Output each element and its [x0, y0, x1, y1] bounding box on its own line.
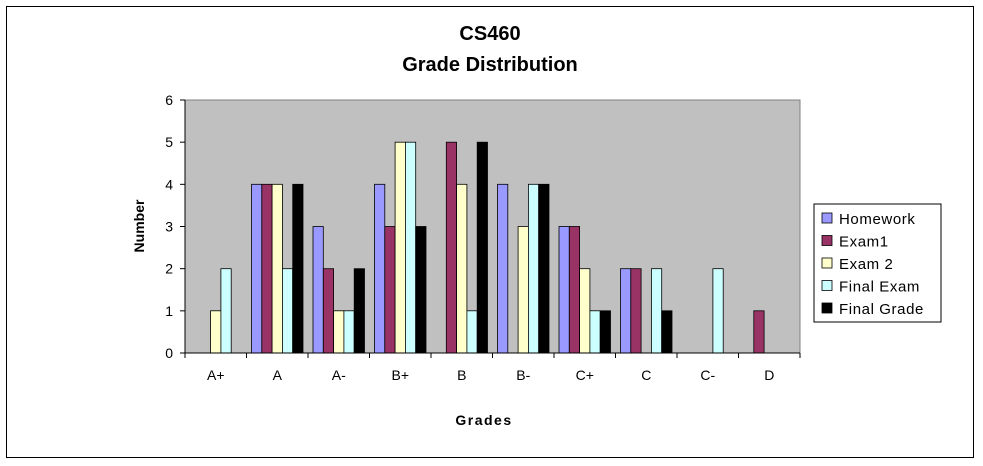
- bar-homework-c: [620, 268, 632, 354]
- bar-exam1-a: [261, 183, 273, 354]
- legend-swatch-final-exam: [821, 280, 833, 291]
- legend-label: Final Exam: [839, 279, 920, 296]
- bar-exam-2-a: [271, 183, 283, 354]
- bar-final-exam-b: [466, 310, 478, 354]
- y-tick-label: 5: [165, 134, 173, 150]
- bar-homework-a: [251, 183, 263, 354]
- bar-homework-bplus: [374, 183, 386, 354]
- bar-final-grade-bminus: [538, 183, 550, 354]
- bar-exam-2-bplus: [394, 141, 406, 354]
- x-tick-label: A+: [207, 367, 225, 383]
- legend-box: [813, 203, 942, 323]
- legend-label: Exam1: [839, 234, 889, 251]
- bar-final-grade-cplus: [599, 310, 611, 354]
- bar-final-grade-a: [292, 183, 304, 354]
- bar-final-grade-bplus: [415, 226, 427, 354]
- bar-exam-2-cplus: [579, 268, 591, 354]
- bar-final-exam-aminus: [343, 310, 355, 354]
- bar-final-exam-a: [281, 268, 294, 354]
- x-tick-label: B: [457, 367, 466, 383]
- legend-label: Final Grade: [839, 301, 924, 318]
- legend-label: Homework: [839, 211, 915, 228]
- bar-exam1-c: [630, 268, 642, 354]
- x-tick-label: D: [764, 367, 774, 383]
- y-tick-label: 0: [165, 345, 173, 361]
- bar-exam-2-aminus: [333, 310, 345, 354]
- bar-exam-2-bminus: [517, 226, 529, 354]
- chart-title-line-2: Grade Distribution: [402, 54, 578, 76]
- bar-final-exam-cminus: [712, 268, 724, 354]
- bar-final-exam-c: [651, 268, 663, 354]
- bar-homework-aminus: [312, 226, 324, 354]
- bar-final-exam-cplus: [589, 310, 601, 354]
- bar-homework-cplus: [558, 226, 570, 354]
- bar-exam1-aminus: [322, 268, 334, 354]
- y-tick-label: 4: [165, 176, 173, 192]
- y-tick-label: 2: [165, 261, 173, 277]
- legend: Homework Exam1 Exam 2 Final Exam Final Grade: [821, 211, 924, 318]
- bar-homework-bminus: [497, 183, 509, 354]
- bar-exam1-b: [445, 141, 457, 354]
- y-tick-label: 1: [165, 303, 173, 319]
- bar-exam1-d: [753, 310, 765, 354]
- bar-final-exam-bplus: [404, 141, 417, 354]
- bar-final-grade-b: [476, 141, 488, 354]
- bar-final-exam-aplus: [220, 268, 232, 354]
- x-tick-label: A-: [332, 367, 346, 383]
- bar-exam1-bplus: [384, 226, 396, 354]
- y-tick-label: 3: [165, 219, 173, 235]
- chart-title-line-1: CS460: [459, 23, 520, 45]
- axes-group: 0 1 2 3 4 5 6 A+ A A- B+ B B- C+ C C- D: [165, 92, 801, 383]
- bar-exam-2-aplus: [210, 310, 222, 354]
- legend-swatch-homework: [821, 212, 833, 224]
- x-tick-label: B+: [391, 367, 409, 383]
- legend-swatch-exam-2: [821, 257, 833, 269]
- x-axis-label: Grades: [455, 412, 512, 428]
- legend-label: Exam 2: [839, 256, 893, 273]
- bar-exam1-cplus: [568, 226, 580, 354]
- y-axis-label: Number: [131, 199, 147, 252]
- bar-final-grade-aminus: [353, 268, 365, 354]
- bar-final-grade-c: [661, 310, 673, 354]
- x-tick-label: A: [273, 367, 283, 383]
- legend-swatch-exam1: [821, 235, 833, 246]
- x-tick-label: C+: [576, 367, 594, 383]
- x-tick-label: C: [641, 367, 651, 383]
- bar-exam-2-b: [456, 183, 468, 354]
- legend-swatch-final-grade: [821, 302, 833, 314]
- y-tick-label: 6: [165, 92, 173, 108]
- bar-final-exam-bminus: [528, 183, 540, 354]
- x-tick-label: C-: [700, 367, 715, 383]
- bars-group: [210, 141, 765, 354]
- x-tick-label: B-: [516, 367, 530, 383]
